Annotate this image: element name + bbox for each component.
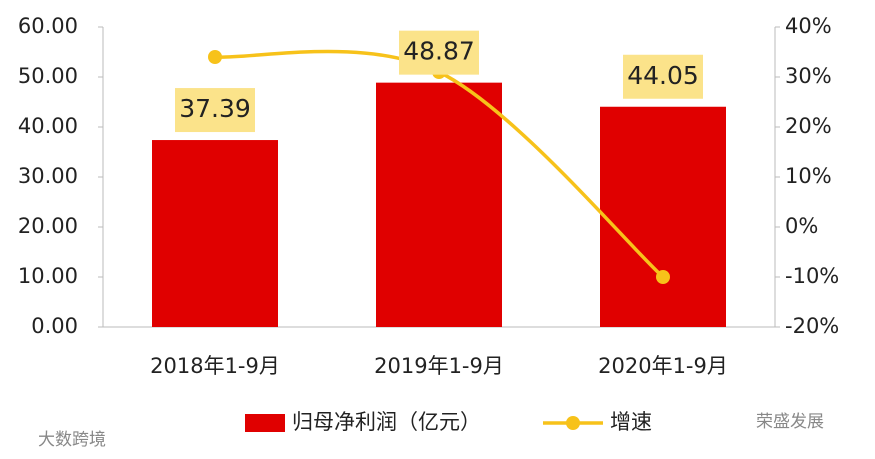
y-tick-label: 10.00 (18, 264, 78, 288)
y2-tick-label: 20% (785, 114, 832, 138)
label-box (623, 54, 703, 99)
data-label: 48.87 (403, 37, 475, 66)
y-tick-label: 50.00 (18, 64, 78, 88)
line-marker (656, 270, 670, 284)
legend-swatch (566, 416, 580, 430)
y-tick-label: 0.00 (31, 314, 78, 338)
y-tick-label: 60.00 (18, 14, 78, 38)
legend-label: 增速 (610, 410, 652, 434)
label-box (399, 30, 479, 75)
y2-tick-label: -10% (785, 264, 839, 288)
y2-tick-label: -20% (785, 314, 839, 338)
watermark: 荣盛发展 (756, 412, 824, 432)
y2-tick-label: 10% (785, 164, 832, 188)
data-label: 37.39 (179, 94, 251, 123)
data-label: 44.05 (627, 61, 699, 90)
legend-swatch (245, 414, 285, 432)
x-tick-label: 2020年1-9月 (598, 354, 728, 378)
y-tick-label: 30.00 (18, 164, 78, 188)
bar (600, 106, 726, 327)
x-tick-label: 2018年1-9月 (150, 354, 280, 378)
x-tick-label: 2019年1-9月 (374, 354, 504, 378)
legend-label: 归母净利润（亿元） (292, 410, 481, 434)
bar (152, 140, 278, 327)
bar (376, 82, 502, 328)
y-tick-label: 40.00 (18, 114, 78, 138)
y2-tick-label: 40% (785, 14, 832, 38)
line-marker (208, 50, 222, 64)
watermark: 大数跨境 (38, 430, 106, 450)
y2-tick-label: 30% (785, 64, 832, 88)
label-box (175, 88, 255, 133)
y2-tick-label: 0% (785, 214, 818, 238)
y-tick-label: 20.00 (18, 214, 78, 238)
